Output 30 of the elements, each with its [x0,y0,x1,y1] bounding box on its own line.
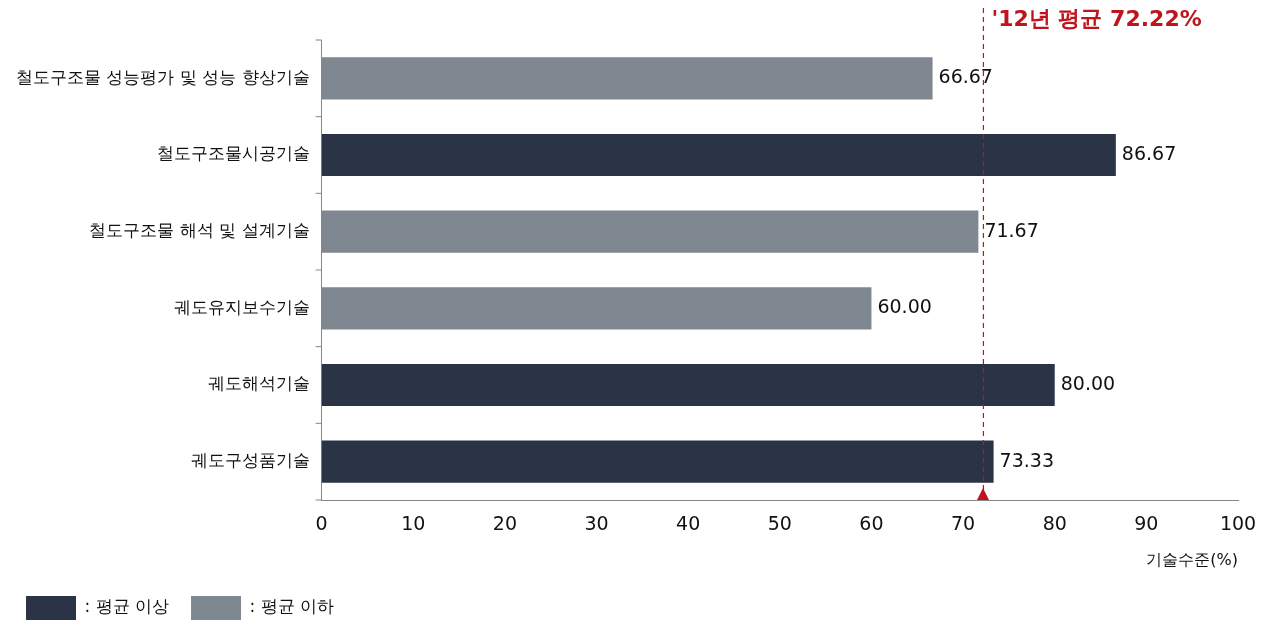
data-label: 86.67 [1121,141,1177,164]
x-tick-label: 0 [315,512,328,535]
x-tick-label: 40 [676,512,701,535]
data-label: 80.00 [1060,371,1116,394]
y-tick-label: 철도구조물 해석 및 설계기술 [89,220,310,241]
x-tick-label: 50 [767,512,792,535]
x-tick-label: 100 [1219,512,1257,535]
x-tick-label: 30 [584,512,609,535]
x-tick-label: 10 [401,512,426,535]
y-tick-label: 철도구조물 성능평가 및 성능 향상기술 [15,66,310,87]
x-tick-label: 80 [1042,512,1067,535]
y-tick-label: 궤도구성품기술 [190,450,310,471]
y-tick-label: 궤도해석기술 [207,373,310,394]
x-tick-label: 20 [492,512,517,535]
data-label: 71.67 [984,218,1039,241]
data-label: 73.33 [999,448,1055,471]
bar [321,363,1055,407]
bar [321,133,1116,177]
x-tick-label: 90 [1134,512,1159,535]
y-tick-label: 궤도유지보수기술 [173,296,310,317]
legend-label: : 평균 이하 [249,596,335,617]
x-tick-label: 60 [859,512,884,535]
y-tick-label: 철도구조물시공기술 [156,143,310,164]
x-axis-title: 기술수준(%) [1146,549,1238,569]
legend-label: : 평균 이상 [84,596,170,617]
data-label: 60.00 [877,295,932,318]
bar [321,440,994,483]
ref-line-label: '12년 평균 72.22% [991,5,1202,31]
x-tick-label: 70 [950,512,976,535]
data-label: 66.67 [938,65,993,88]
